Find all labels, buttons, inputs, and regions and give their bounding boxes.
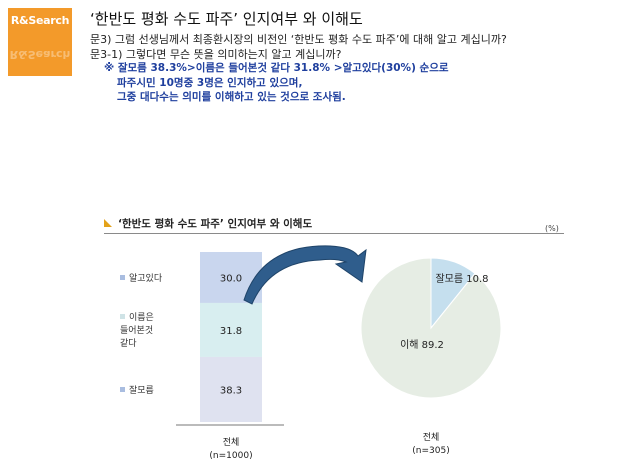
triangle-marker-icon [104, 219, 112, 227]
bar-category-label: 전체 [223, 437, 240, 448]
bar-sample-size: (n=1000) [209, 451, 252, 461]
logo-text: R&Search [10, 14, 70, 27]
pie-category-label: 전체 [423, 432, 440, 443]
note-line-2: 파주시민 10명중 3명은 인지하고 있으며, [117, 76, 303, 89]
legend-item-1: 알고있다 [120, 273, 162, 286]
stacked-bar-chart: 30.0 31.8 38.3 전체 (n=1000) [176, 252, 284, 461]
legend-swatch-3 [120, 386, 125, 392]
summary-note: ※ 잘모름 38.3%>이름은 들어본것 같다 31.8% >알고있다(30%)… [104, 61, 449, 105]
legend-swatch-2 [120, 314, 125, 320]
pie-chart: 잘모름 10.8 이해 89.2 전체 (n=305) [360, 257, 502, 456]
curved-arrow-icon [243, 245, 367, 305]
legend-label-2: 이름은 [129, 313, 154, 324]
bar-segment-3 [200, 356, 262, 422]
page-title: ‘한반도 평화 수도 파주’ 인지여부 와 이해도 [90, 10, 363, 28]
bar-value-label-1: 30.0 [220, 273, 242, 284]
legend-label-3: 잘모름 [129, 385, 154, 396]
legend-item-3: 잘모름 [120, 385, 154, 398]
note-line-1: ※ 잘모름 38.3%>이름은 들어본것 같다 31.8% >알고있다(30%)… [104, 62, 449, 74]
note-line-3: 그중 대다수는 의미를 이해하고 있는 것으로 조사됨. [117, 91, 346, 103]
question-2: 문3-1) 그렇다면 무슨 뜻을 의미하는지 알고 계십니까? [90, 48, 342, 61]
legend-label-1: 알고있다 [129, 273, 163, 284]
pie-slice-2 [360, 257, 502, 399]
pie-sample-size: (n=305) [412, 446, 449, 456]
arrow-shape [243, 245, 367, 305]
chart-title: ‘한반도 평화 수도 파주’ 인지여부 와 이해도 [118, 218, 313, 230]
legend-label-2: 들어본것 [120, 326, 154, 337]
chart-header: ‘한반도 평화 수도 파주’ 인지여부 와 이해도 [104, 215, 564, 234]
pie-label-2: 이해 89.2 [400, 338, 444, 351]
unit-label: (%) [545, 224, 559, 233]
legend-label-2: 같다 [120, 339, 137, 350]
question-1: 문3) 그럼 선생님께서 최종환시장의 비전인 ‘한반도 평화 수도 파주’에 … [90, 33, 507, 46]
bar-segment-2 [200, 302, 262, 357]
bar-value-label-2: 31.8 [220, 326, 242, 337]
bar-value-label-3: 38.3 [220, 385, 242, 396]
pie-label-1: 잘모름 10.8 [435, 273, 488, 285]
company-logo: R&Search R&Search [8, 8, 72, 76]
legend-swatch-1 [120, 274, 125, 280]
